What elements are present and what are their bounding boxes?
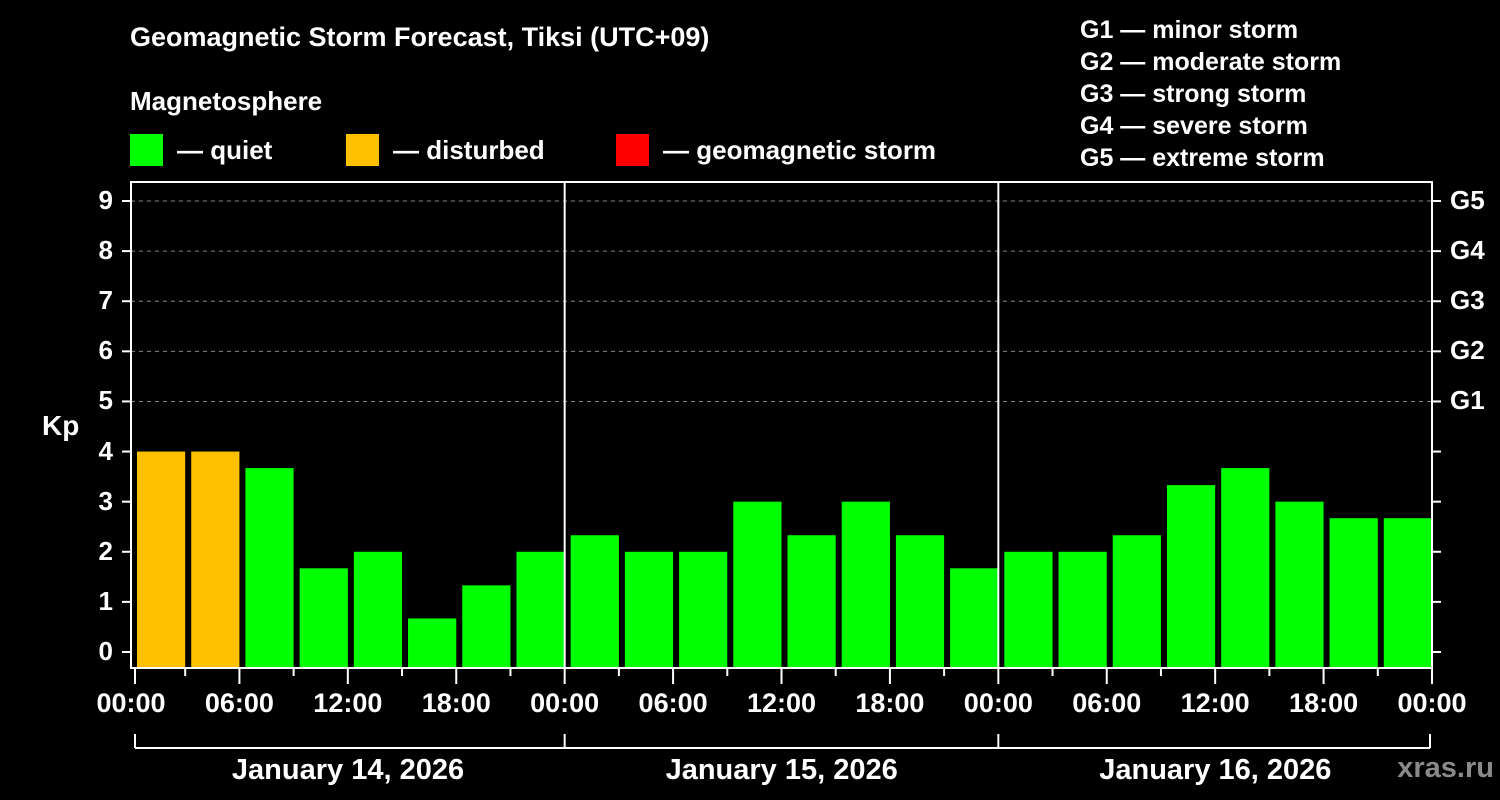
kp-bar <box>137 451 186 667</box>
y-tick-label: 8 <box>98 235 113 266</box>
watermark: xras.ru <box>1397 752 1494 784</box>
legend-quiet-label: — quiet <box>177 134 273 165</box>
kp-bar <box>950 568 999 667</box>
x-tick-label: 12:00 <box>313 688 383 718</box>
kp-bar <box>1383 518 1432 667</box>
y-tick-label: 2 <box>98 535 113 566</box>
x-tick-label: 18:00 <box>421 688 491 718</box>
y-tick-label: 7 <box>98 285 113 316</box>
g-scale-label: G3 <box>1450 285 1485 316</box>
kp-bar <box>1221 468 1270 667</box>
g-scale-label: G1 <box>1450 385 1485 416</box>
x-tick-label: 18:00 <box>855 688 925 718</box>
legend-quiet: — quiet <box>130 134 272 166</box>
chart-title: Geomagnetic Storm Forecast, Tiksi (UTC+0… <box>130 22 710 52</box>
storm-swatch-icon <box>616 134 649 166</box>
y-tick-label: 0 <box>98 636 113 666</box>
kp-bar <box>1058 551 1107 667</box>
kp-bar <box>1275 501 1324 667</box>
x-tick-label: 06:00 <box>638 688 708 718</box>
x-tick-label: 06:00 <box>1072 688 1142 718</box>
kp-bar <box>1004 551 1053 667</box>
kp-bar <box>624 551 674 667</box>
magnetosphere-label: Magnetosphere <box>130 86 323 116</box>
kp-bar <box>408 618 457 667</box>
kp-bar <box>353 551 403 667</box>
scale-g4: G4 — severe storm <box>1080 112 1308 140</box>
kp-bar <box>1166 485 1216 667</box>
x-tick-label: 00:00 <box>1397 688 1467 718</box>
y-tick-label: 3 <box>98 485 113 516</box>
x-tick-label: 06:00 <box>204 688 274 718</box>
date-label: January 15, 2026 <box>665 754 898 786</box>
kp-bar <box>462 585 511 667</box>
legend-disturbed: — disturbed <box>346 134 545 166</box>
quiet-swatch-icon <box>130 134 163 166</box>
g-scale-label: G4 <box>1450 235 1485 266</box>
scale-g3: G3 — strong storm <box>1080 80 1307 108</box>
kp-bar <box>787 535 836 667</box>
kp-bar <box>1112 535 1161 667</box>
date-label: January 14, 2026 <box>231 754 465 786</box>
kp-bar <box>299 568 348 667</box>
scale-g5: G5 — extreme storm <box>1080 144 1325 172</box>
legend-storm: — geomagnetic storm <box>616 134 936 166</box>
scale-g1: G1 — minor storm <box>1080 16 1299 44</box>
date-label: January 16, 2026 <box>1099 754 1332 786</box>
x-tick-label: 00:00 <box>963 688 1033 718</box>
g-scale-label: G5 <box>1450 185 1485 215</box>
x-tick-label: 00:00 <box>96 688 166 718</box>
legend-disturbed-label: — disturbed <box>393 134 545 165</box>
kp-bar <box>679 551 728 667</box>
y-tick-label: 4 <box>98 435 113 466</box>
kp-bar <box>245 468 294 667</box>
kp-bar <box>841 501 890 667</box>
scale-g2: G2 — moderate storm <box>1080 48 1342 76</box>
x-tick-label: 00:00 <box>530 688 600 718</box>
kp-bar <box>895 535 945 667</box>
kp-bar <box>191 451 240 667</box>
g-scale-label: G2 <box>1450 335 1485 366</box>
kp-bar <box>733 501 782 667</box>
x-tick-label: 12:00 <box>1180 688 1250 718</box>
kp-bar <box>516 551 565 667</box>
x-tick-label: 12:00 <box>746 688 817 718</box>
x-tick-label: 18:00 <box>1289 688 1359 718</box>
y-tick-label: 9 <box>98 185 113 215</box>
disturbed-swatch-icon <box>346 134 379 166</box>
kp-bar <box>1329 518 1378 667</box>
kp-bar <box>570 535 619 667</box>
y-axis-label: Kp <box>42 410 80 441</box>
storm-scale-legend: G1 — minor storm G2 — moderate storm G3 … <box>1080 14 1341 174</box>
y-tick-label: 6 <box>98 335 113 366</box>
y-tick-label: 1 <box>98 585 113 616</box>
legend-storm-label: — geomagnetic storm <box>663 134 937 165</box>
y-tick-label: 5 <box>98 385 113 416</box>
